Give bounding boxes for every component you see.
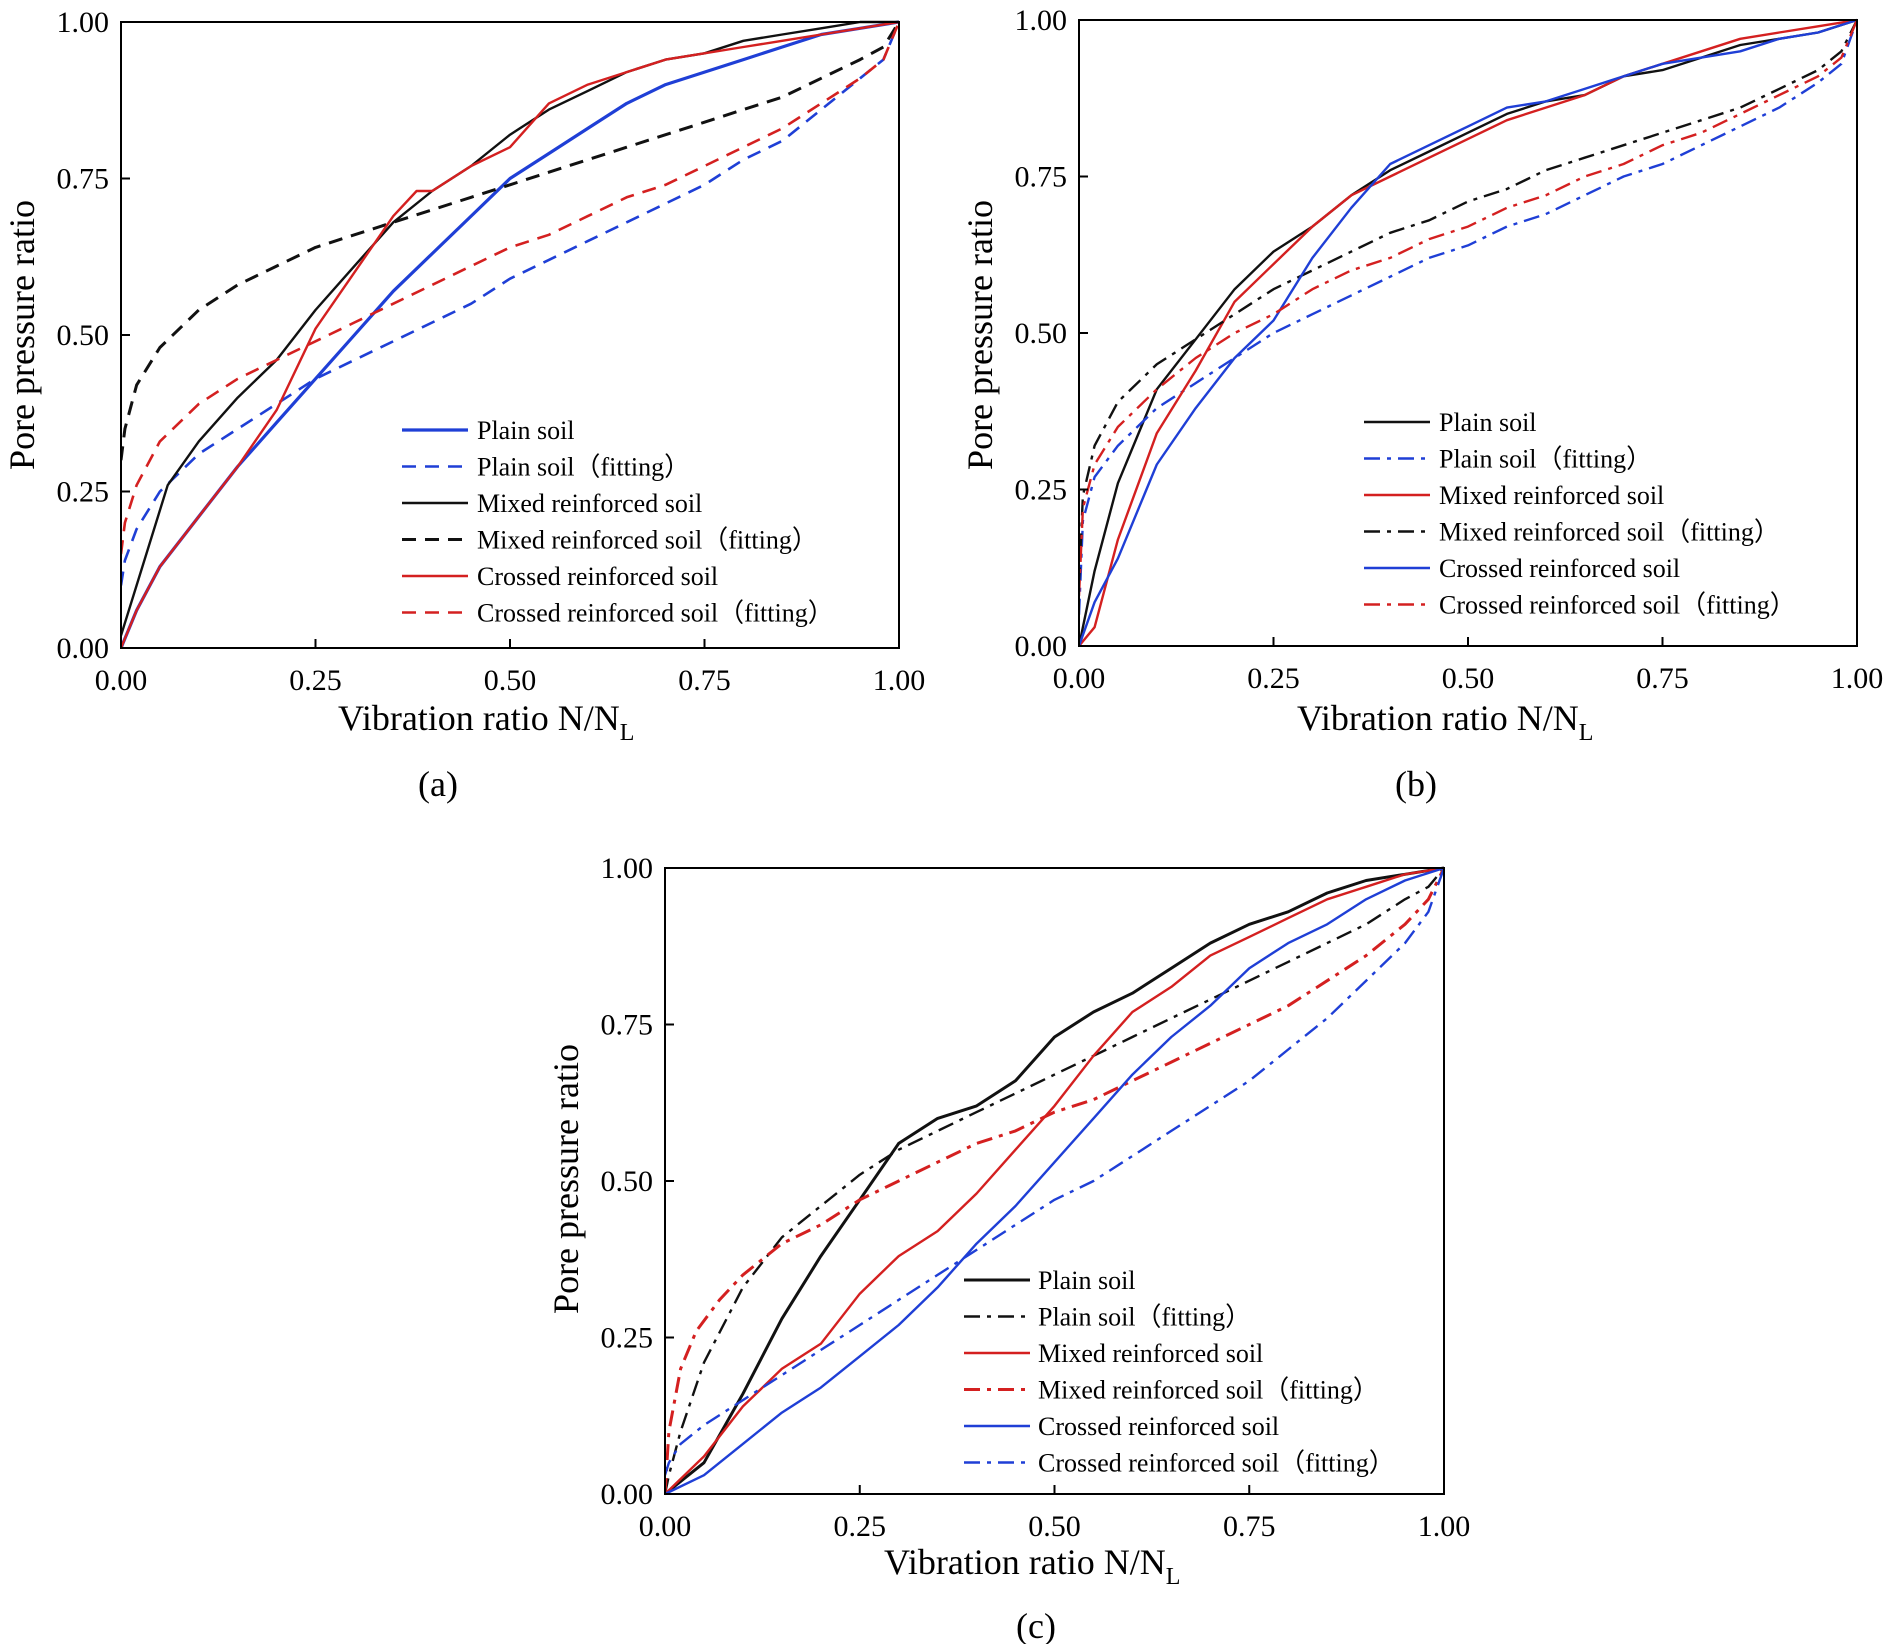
legend-entry: Crossed reinforced soil（fitting）	[1038, 1449, 1395, 1478]
x-axis-label-main: Vibration ratio N/N	[884, 1542, 1166, 1582]
y-tick-label: 0.75	[1015, 161, 1068, 194]
legend-entry: Plain soil（fitting）	[1439, 445, 1652, 474]
x-tick-label: 0.75	[1223, 1510, 1276, 1543]
y-tick-label: 0.25	[601, 1322, 654, 1355]
legend-entry: Crossed reinforced soil（fitting）	[477, 599, 834, 628]
series-line-0	[1079, 18, 1857, 647]
x-tick-label: 0.25	[834, 1510, 887, 1543]
x-axis-label-main: Vibration ratio N/N	[338, 698, 620, 738]
x-axis-label-subscript: L	[1579, 720, 1594, 746]
series-line-2	[1079, 18, 1857, 647]
legend-entry: Plain soil	[1038, 1266, 1136, 1295]
series-line-1	[665, 867, 1444, 1495]
y-tick-label: 0.00	[57, 632, 110, 665]
y-tick-label: 0.25	[57, 476, 110, 509]
y-axis-label: Pore pressure ratio	[960, 200, 1000, 470]
legend-entry: Mixed reinforced soil	[1038, 1339, 1263, 1368]
x-tick-label: 1.00	[1418, 1510, 1471, 1543]
panel-1: 0.00 0.25 0.50 0.75 1.00 0.00 0.25 0.50 0.75 1.00…	[960, 4, 1883, 804]
y-tick-label: 0.50	[1015, 317, 1068, 350]
y-tick-label: 0.25	[1015, 474, 1068, 507]
legend-entry: Mixed reinforced soil（fitting）	[1439, 518, 1780, 547]
x-tick-label: 1.00	[873, 664, 926, 697]
series-line-3	[121, 21, 899, 461]
series-line-2	[665, 866, 1444, 1495]
x-axis-label-subscript: L	[620, 720, 635, 746]
y-tick-label: 1.00	[57, 6, 110, 39]
y-tick-label: 0.50	[601, 1165, 654, 1198]
x-tick-label: 0.25	[1247, 662, 1300, 695]
y-axis-label: Pore pressure ratio	[2, 200, 42, 470]
x-tick-label: 0.00	[639, 1510, 692, 1543]
x-tick-label: 0.75	[1636, 662, 1689, 695]
y-tick-label: 0.75	[57, 163, 110, 196]
y-tick-label: 1.00	[1015, 4, 1068, 37]
legend: Plain soil Plain soil（fitting） Mixed reinf…	[402, 416, 834, 628]
x-axis-label: Vibration ratio N/NL	[338, 698, 634, 746]
x-tick-label: 0.50	[1028, 1510, 1081, 1543]
series-line-1	[1079, 19, 1857, 615]
panel-label: (a)	[418, 764, 458, 804]
legend-entry: Crossed reinforced soil（fitting）	[1439, 591, 1796, 620]
series-line-0	[665, 866, 1444, 1496]
x-tick-label: 1.00	[1831, 662, 1884, 695]
legend-entry: Mixed reinforced soil（fitting）	[477, 526, 818, 555]
series-line-3	[1079, 19, 1857, 584]
panel-0: 0.00 0.25 0.50 0.75 1.00 0.00 0.25 0.50 0.75 1.00…	[2, 6, 925, 804]
x-axis-label-subscript: L	[1166, 1564, 1181, 1590]
x-tick-label: 0.75	[678, 664, 731, 697]
legend: Plain soil Plain soil（fitting） Mixed reinf…	[964, 1266, 1395, 1478]
legend-entry: Crossed reinforced soil	[1439, 554, 1680, 583]
legend-entry: Plain soil	[1439, 408, 1537, 437]
x-tick-label: 0.00	[95, 664, 148, 697]
series-line-5	[1079, 19, 1857, 596]
plot-frame	[1078, 19, 1858, 647]
x-tick-label: 0.25	[289, 664, 342, 697]
legend-entry: Crossed reinforced soil	[477, 562, 718, 591]
x-tick-label: 0.50	[484, 664, 537, 697]
panel-label: (b)	[1395, 764, 1437, 804]
legend-entry: Plain soil	[477, 416, 575, 445]
legend-entry: Mixed reinforced soil	[1439, 481, 1664, 510]
legend: Plain soil Plain soil（fitting） Mixed reinf…	[1364, 408, 1796, 620]
legend-entry: Crossed reinforced soil	[1038, 1412, 1279, 1441]
panel-2: 0.00 0.25 0.50 0.75 1.00 0.00 0.25 0.50 0.75 1.00…	[546, 852, 1470, 1644]
x-tick-label: 0.00	[1053, 662, 1106, 695]
legend-entry: Mixed reinforced soil	[477, 489, 702, 518]
panel-label: (c)	[1016, 1606, 1056, 1644]
legend-entry: Mixed reinforced soil（fitting）	[1038, 1376, 1379, 1405]
y-axis-label: Pore pressure ratio	[546, 1044, 586, 1314]
y-tick-label: 0.00	[1015, 630, 1068, 663]
series-line-4	[665, 866, 1444, 1496]
series-line-5	[121, 21, 899, 555]
y-tick-label: 0.00	[601, 1478, 654, 1511]
series-line-1	[121, 21, 899, 586]
series-line-5	[665, 867, 1444, 1476]
series-line-3	[665, 867, 1444, 1495]
y-tick-label: 0.50	[57, 319, 110, 352]
y-tick-label: 0.75	[601, 1009, 654, 1042]
x-tick-label: 0.50	[1442, 662, 1495, 695]
y-tick-label: 1.00	[601, 852, 654, 885]
legend-entry: Plain soil（fitting）	[1038, 1303, 1251, 1332]
series-line-4	[1079, 18, 1857, 647]
legend-entry: Plain soil（fitting）	[477, 453, 690, 482]
x-axis-label: Vibration ratio N/NL	[1297, 698, 1593, 746]
series-line-2	[121, 20, 899, 636]
x-axis-label: Vibration ratio N/NL	[884, 1542, 1180, 1590]
x-axis-label-main: Vibration ratio N/N	[1297, 698, 1579, 738]
series-line-4	[121, 20, 899, 649]
